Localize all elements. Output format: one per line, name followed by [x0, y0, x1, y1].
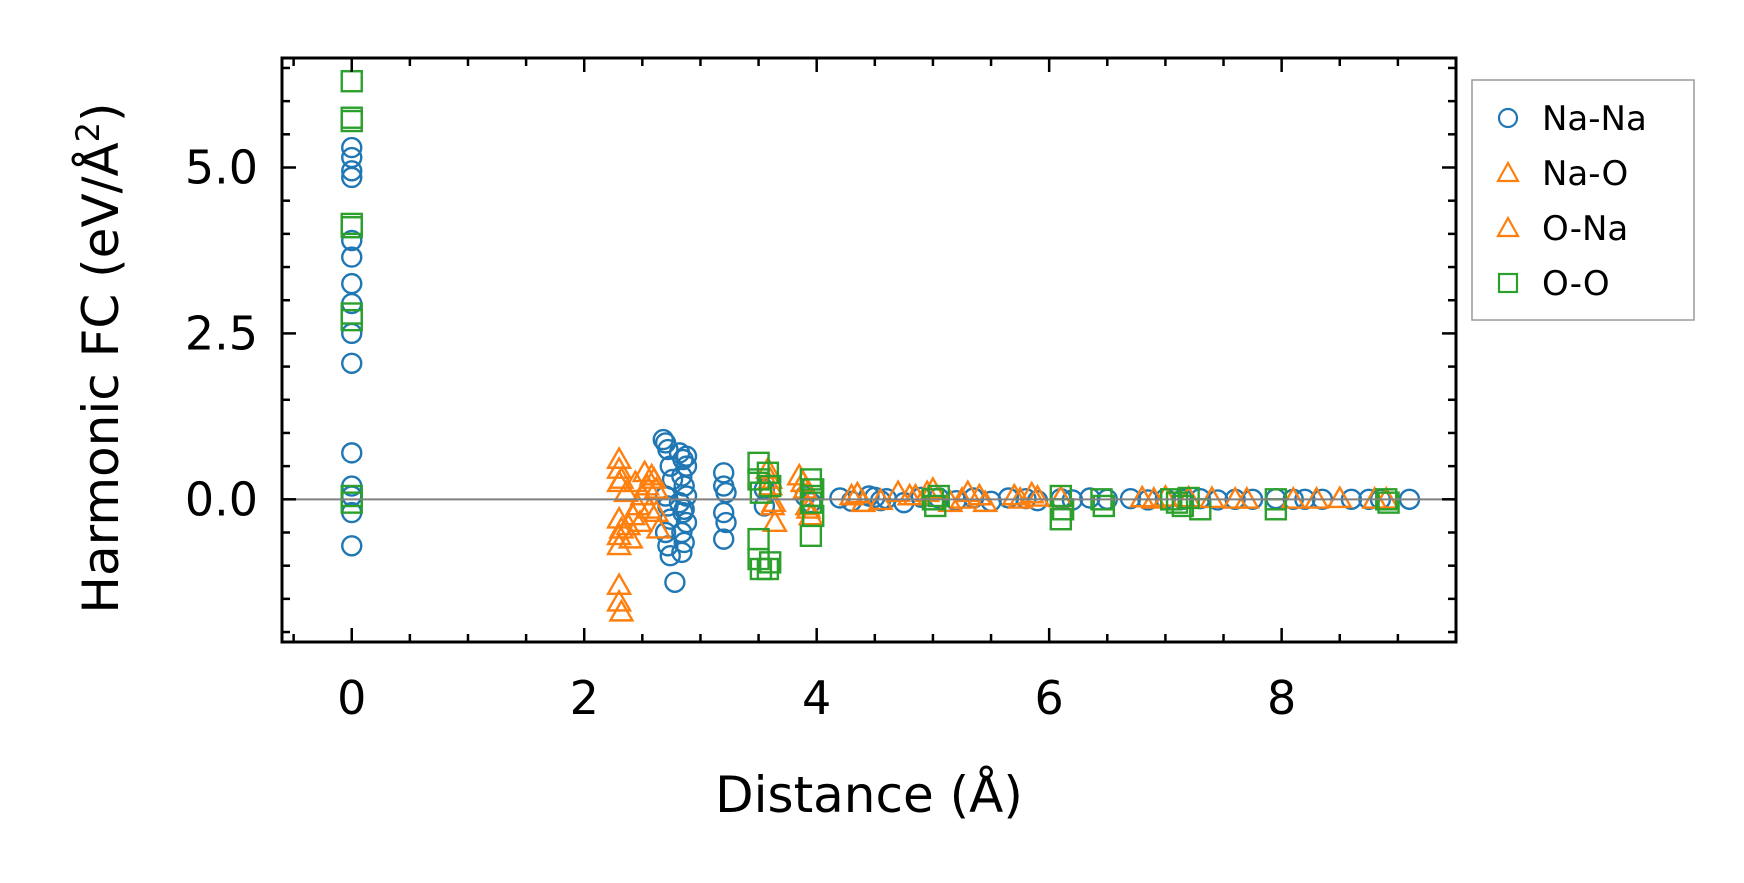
- legend-label-na-na: Na-Na: [1542, 99, 1647, 139]
- point-na-na: [342, 354, 361, 373]
- y-axis-label: Harmonic FC (eV/Å2): [69, 102, 130, 613]
- y-axis-label-sup: 2: [69, 122, 107, 142]
- x-tick-label: 8: [1267, 671, 1296, 725]
- point-na-na: [342, 443, 361, 462]
- legend-label-na-o: Na-O: [1542, 154, 1628, 194]
- y-axis-label-main: Harmonic FC (eV/Å: [72, 142, 130, 613]
- x-tick-label: 0: [337, 671, 366, 725]
- plot-frame: [282, 58, 1456, 642]
- y-tick-label: 5.0: [185, 141, 258, 195]
- point-na-na: [342, 536, 361, 555]
- x-axis-label: Distance (Å): [715, 766, 1023, 824]
- legend-label-o-o: O-O: [1542, 264, 1610, 304]
- legend-label-o-na: O-Na: [1542, 209, 1628, 249]
- y-tick-label: 2.5: [185, 306, 258, 360]
- point-na-na: [1080, 488, 1099, 507]
- y-tick-label: 0.0: [185, 472, 258, 526]
- point-o-o: [749, 529, 769, 549]
- point-o-o: [342, 71, 362, 91]
- x-tick-label: 2: [570, 671, 599, 725]
- plot-marks: [342, 71, 1419, 620]
- axis-ticks: [282, 58, 1456, 642]
- x-tick-label: 6: [1035, 671, 1064, 725]
- point-o-o: [801, 526, 821, 546]
- point-na-na: [342, 324, 361, 343]
- x-tick-label: 4: [802, 671, 831, 725]
- y-axis-label-close: ): [72, 102, 130, 122]
- legend: Na-Na Na-O O-Na O-O: [1472, 80, 1694, 320]
- point-na-na: [665, 573, 684, 592]
- point-na-na: [342, 274, 361, 293]
